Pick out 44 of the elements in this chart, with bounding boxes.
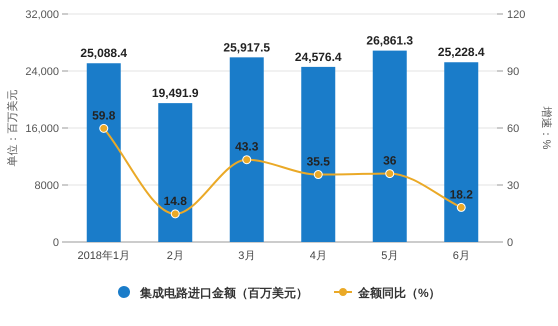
- x-tick-label: 4月: [310, 250, 327, 262]
- bar: [301, 66, 336, 242]
- point: [314, 170, 323, 180]
- y2-tick-label: 90: [507, 66, 520, 78]
- legend-label: 金额同比（%）: [357, 286, 441, 300]
- y-tick-label: 24,000: [25, 66, 59, 78]
- x-tick-label: 2月: [166, 250, 184, 262]
- data-label: 26,861.3: [366, 34, 414, 48]
- x-tick-label: 3月: [238, 250, 256, 262]
- y2-tick-label: 120: [507, 9, 526, 21]
- point: [242, 155, 252, 164]
- data-label: 19,491.9: [152, 86, 199, 100]
- y-axis-title: 单位：百万美元: [6, 90, 19, 166]
- data-label: 43.3: [235, 140, 259, 154]
- y2-tick-label: 60: [507, 123, 520, 135]
- bar: [372, 50, 407, 242]
- y2-tick-label: 0: [507, 237, 514, 249]
- x-tick-label: 6月: [452, 250, 470, 262]
- data-label: 25,917.5: [223, 40, 270, 54]
- y-tick-label: 32,000: [25, 9, 59, 21]
- y-tick-label: 8000: [34, 180, 59, 192]
- data-label: 25,088.4: [80, 46, 128, 60]
- bar: [158, 103, 192, 242]
- legend-label: 集成电路进口金额（百万美元）: [139, 286, 308, 300]
- point: [385, 169, 394, 178]
- data-label: 18.2: [450, 187, 474, 202]
- bar: [230, 57, 264, 242]
- data-label: 24,576.4: [294, 50, 342, 64]
- y-tick-label: 0: [52, 237, 59, 249]
- bar: [444, 62, 478, 242]
- data-label: 14.8: [164, 194, 188, 208]
- x-tick-label: 2018年1月: [77, 250, 130, 262]
- point: [99, 124, 108, 133]
- x-tick-label: 5月: [381, 250, 398, 262]
- data-label: 35.5: [306, 154, 330, 169]
- bar: [86, 63, 121, 242]
- data-label: 36: [383, 154, 397, 168]
- point: [170, 209, 180, 218]
- y-tick-label: 16,000: [25, 123, 59, 135]
- y2-tick-label: 30: [507, 180, 520, 192]
- data-label: 25,228.4: [438, 45, 485, 60]
- y2-axis-title: 增速：%: [540, 106, 553, 150]
- point: [456, 202, 466, 212]
- data-label: 59.8: [92, 108, 116, 122]
